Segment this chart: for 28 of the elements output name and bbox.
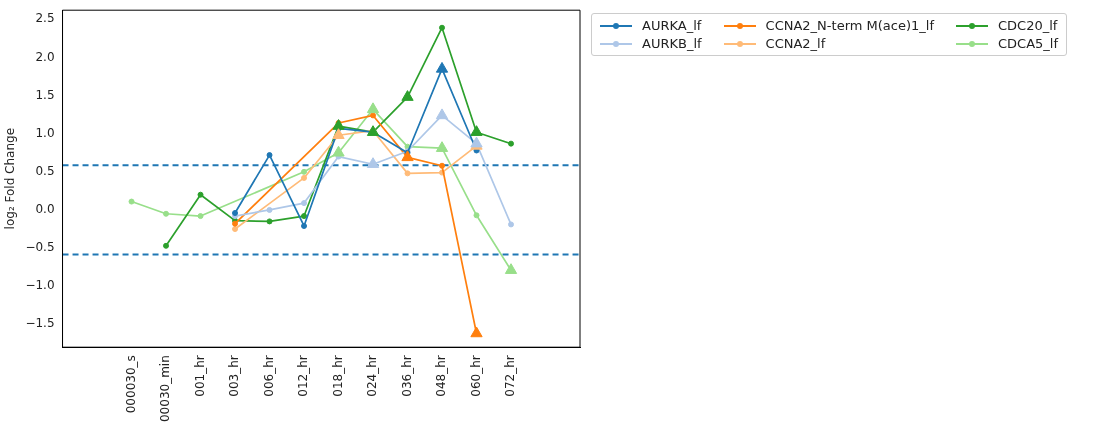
x-tick-label: 018_hr bbox=[330, 355, 345, 397]
legend-label: CCNA2_N-term M(ace)1_lf bbox=[765, 18, 934, 33]
y-tick-label: 0.0 bbox=[35, 202, 55, 217]
y-tick-label: 1.0 bbox=[35, 125, 55, 140]
y-tick-label: −0.5 bbox=[25, 240, 55, 255]
legend-label: CCNA2_lf bbox=[765, 36, 826, 51]
x-tick-label: 000030_s bbox=[123, 355, 138, 414]
x-tick-label: 072_hr bbox=[503, 355, 518, 397]
x-tick-label: 024_hr bbox=[365, 355, 380, 397]
y-tick-label: 1.5 bbox=[35, 87, 55, 102]
y-tick-label: 2.5 bbox=[35, 11, 55, 26]
y-tick-label: −1.5 bbox=[25, 316, 55, 331]
x-tick-label: 060_hr bbox=[468, 355, 483, 397]
legend-label: AURKB_lf bbox=[642, 36, 702, 51]
y-tick-label: −1.0 bbox=[25, 278, 55, 293]
x-tick-label: 048_hr bbox=[434, 355, 449, 397]
y-tick-label: 2.0 bbox=[35, 49, 55, 64]
legend-label: AURKA_lf bbox=[642, 18, 702, 33]
legend-label: CDCA5_lf bbox=[997, 36, 1059, 51]
x-tick-label: 003_hr bbox=[227, 355, 242, 397]
x-tick-label: 00030_min bbox=[158, 355, 173, 423]
legend-label: CDC20_lf bbox=[997, 18, 1058, 33]
y-tick-label: 0.5 bbox=[35, 163, 55, 178]
x-tick-label: 012_hr bbox=[296, 355, 311, 397]
x-tick-label: 006_hr bbox=[261, 355, 276, 397]
x-tick-label: 001_hr bbox=[192, 355, 207, 397]
y-axis-title: log₂ Fold Change bbox=[3, 127, 18, 230]
x-tick-label: 036_hr bbox=[399, 355, 414, 397]
